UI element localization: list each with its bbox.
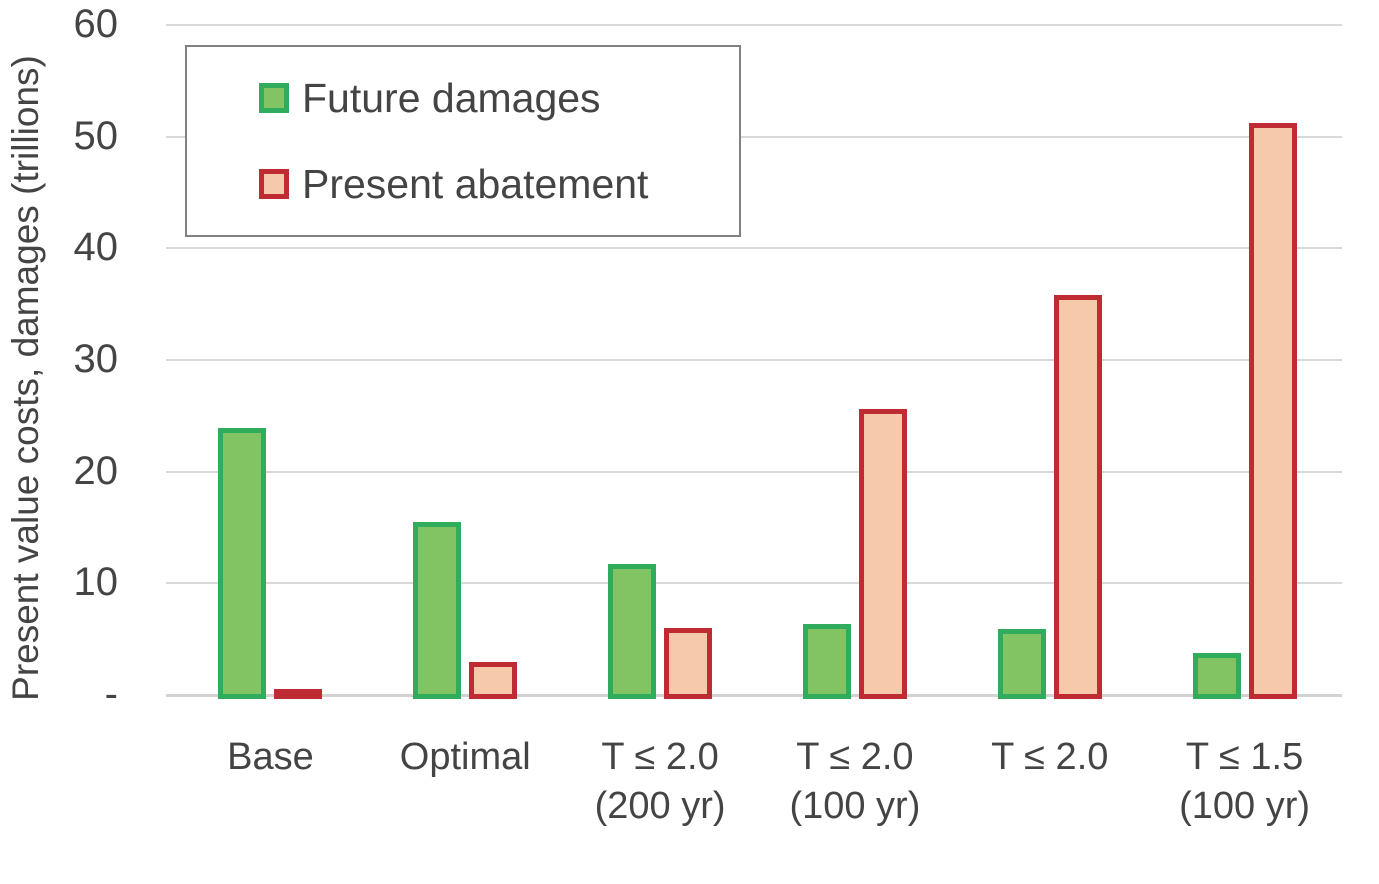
gridline <box>166 582 1342 585</box>
x-tick-label: T ≤ 2.0 (100 yr) <box>789 736 921 827</box>
x-tick-label: Base <box>227 736 314 778</box>
gridline <box>166 24 1342 26</box>
bar-future-damages <box>1192 652 1241 699</box>
y-tick-label: 60 <box>73 2 119 47</box>
legend: Future damages Present abatement <box>185 45 741 237</box>
gridline <box>166 359 1342 361</box>
plot-area: Future damages Present abatement <box>166 24 1342 699</box>
gridline <box>166 247 1342 250</box>
bar-future-damages <box>218 428 267 699</box>
gridline <box>166 470 1342 473</box>
bar-group <box>173 25 368 699</box>
legend-item: Future damages <box>259 75 739 122</box>
legend-swatch-icon-present-abatement <box>259 169 289 199</box>
bar-group <box>758 25 953 699</box>
x-axis-labels: Base Optimal T ≤ 2.0 (200 yr) T ≤ 2.0 (100 yr… <box>173 733 1342 831</box>
bar-future-damages <box>802 623 851 699</box>
bar-future-damages <box>997 629 1046 699</box>
bar-present-abatement <box>858 409 907 699</box>
x-tick-label: T ≤ 2.0 <box>991 736 1109 778</box>
legend-swatch-icon-future-damages <box>259 83 289 113</box>
bar-group <box>952 25 1147 699</box>
y-axis-tick-labels: 60 50 40 30 20 10 - <box>0 0 119 884</box>
x-tick-label: Optimal <box>399 736 531 778</box>
y-tick-label: 30 <box>73 337 119 382</box>
x-tick-label: T ≤ 1.5 (100 yr) <box>1179 736 1311 827</box>
y-tick-label: - <box>104 672 118 717</box>
bar-group <box>1147 25 1342 699</box>
legend-label: Present abatement <box>302 160 649 207</box>
legend-label: Future damages <box>302 74 601 121</box>
bar-future-damages <box>608 564 657 699</box>
y-tick-label: 50 <box>73 113 119 158</box>
gridline <box>166 135 1342 138</box>
legend-item: Present abatement <box>259 161 739 208</box>
bar-future-damages <box>413 521 462 699</box>
bar-present-abatement <box>469 661 518 699</box>
bar-present-abatement <box>1053 295 1102 699</box>
bar-present-abatement <box>274 689 323 699</box>
y-tick-label: 20 <box>73 448 119 493</box>
y-tick-label: 40 <box>73 225 119 270</box>
x-tick-label: T ≤ 2.0 (200 yr) <box>594 736 726 827</box>
y-tick-label: 10 <box>73 560 119 605</box>
bar-present-abatement <box>1248 123 1297 699</box>
bar-group <box>563 25 758 699</box>
x-axis-line <box>166 694 1342 697</box>
bar-present-abatement <box>664 628 713 699</box>
bar-groups <box>173 25 1342 699</box>
bar-group <box>368 25 563 699</box>
